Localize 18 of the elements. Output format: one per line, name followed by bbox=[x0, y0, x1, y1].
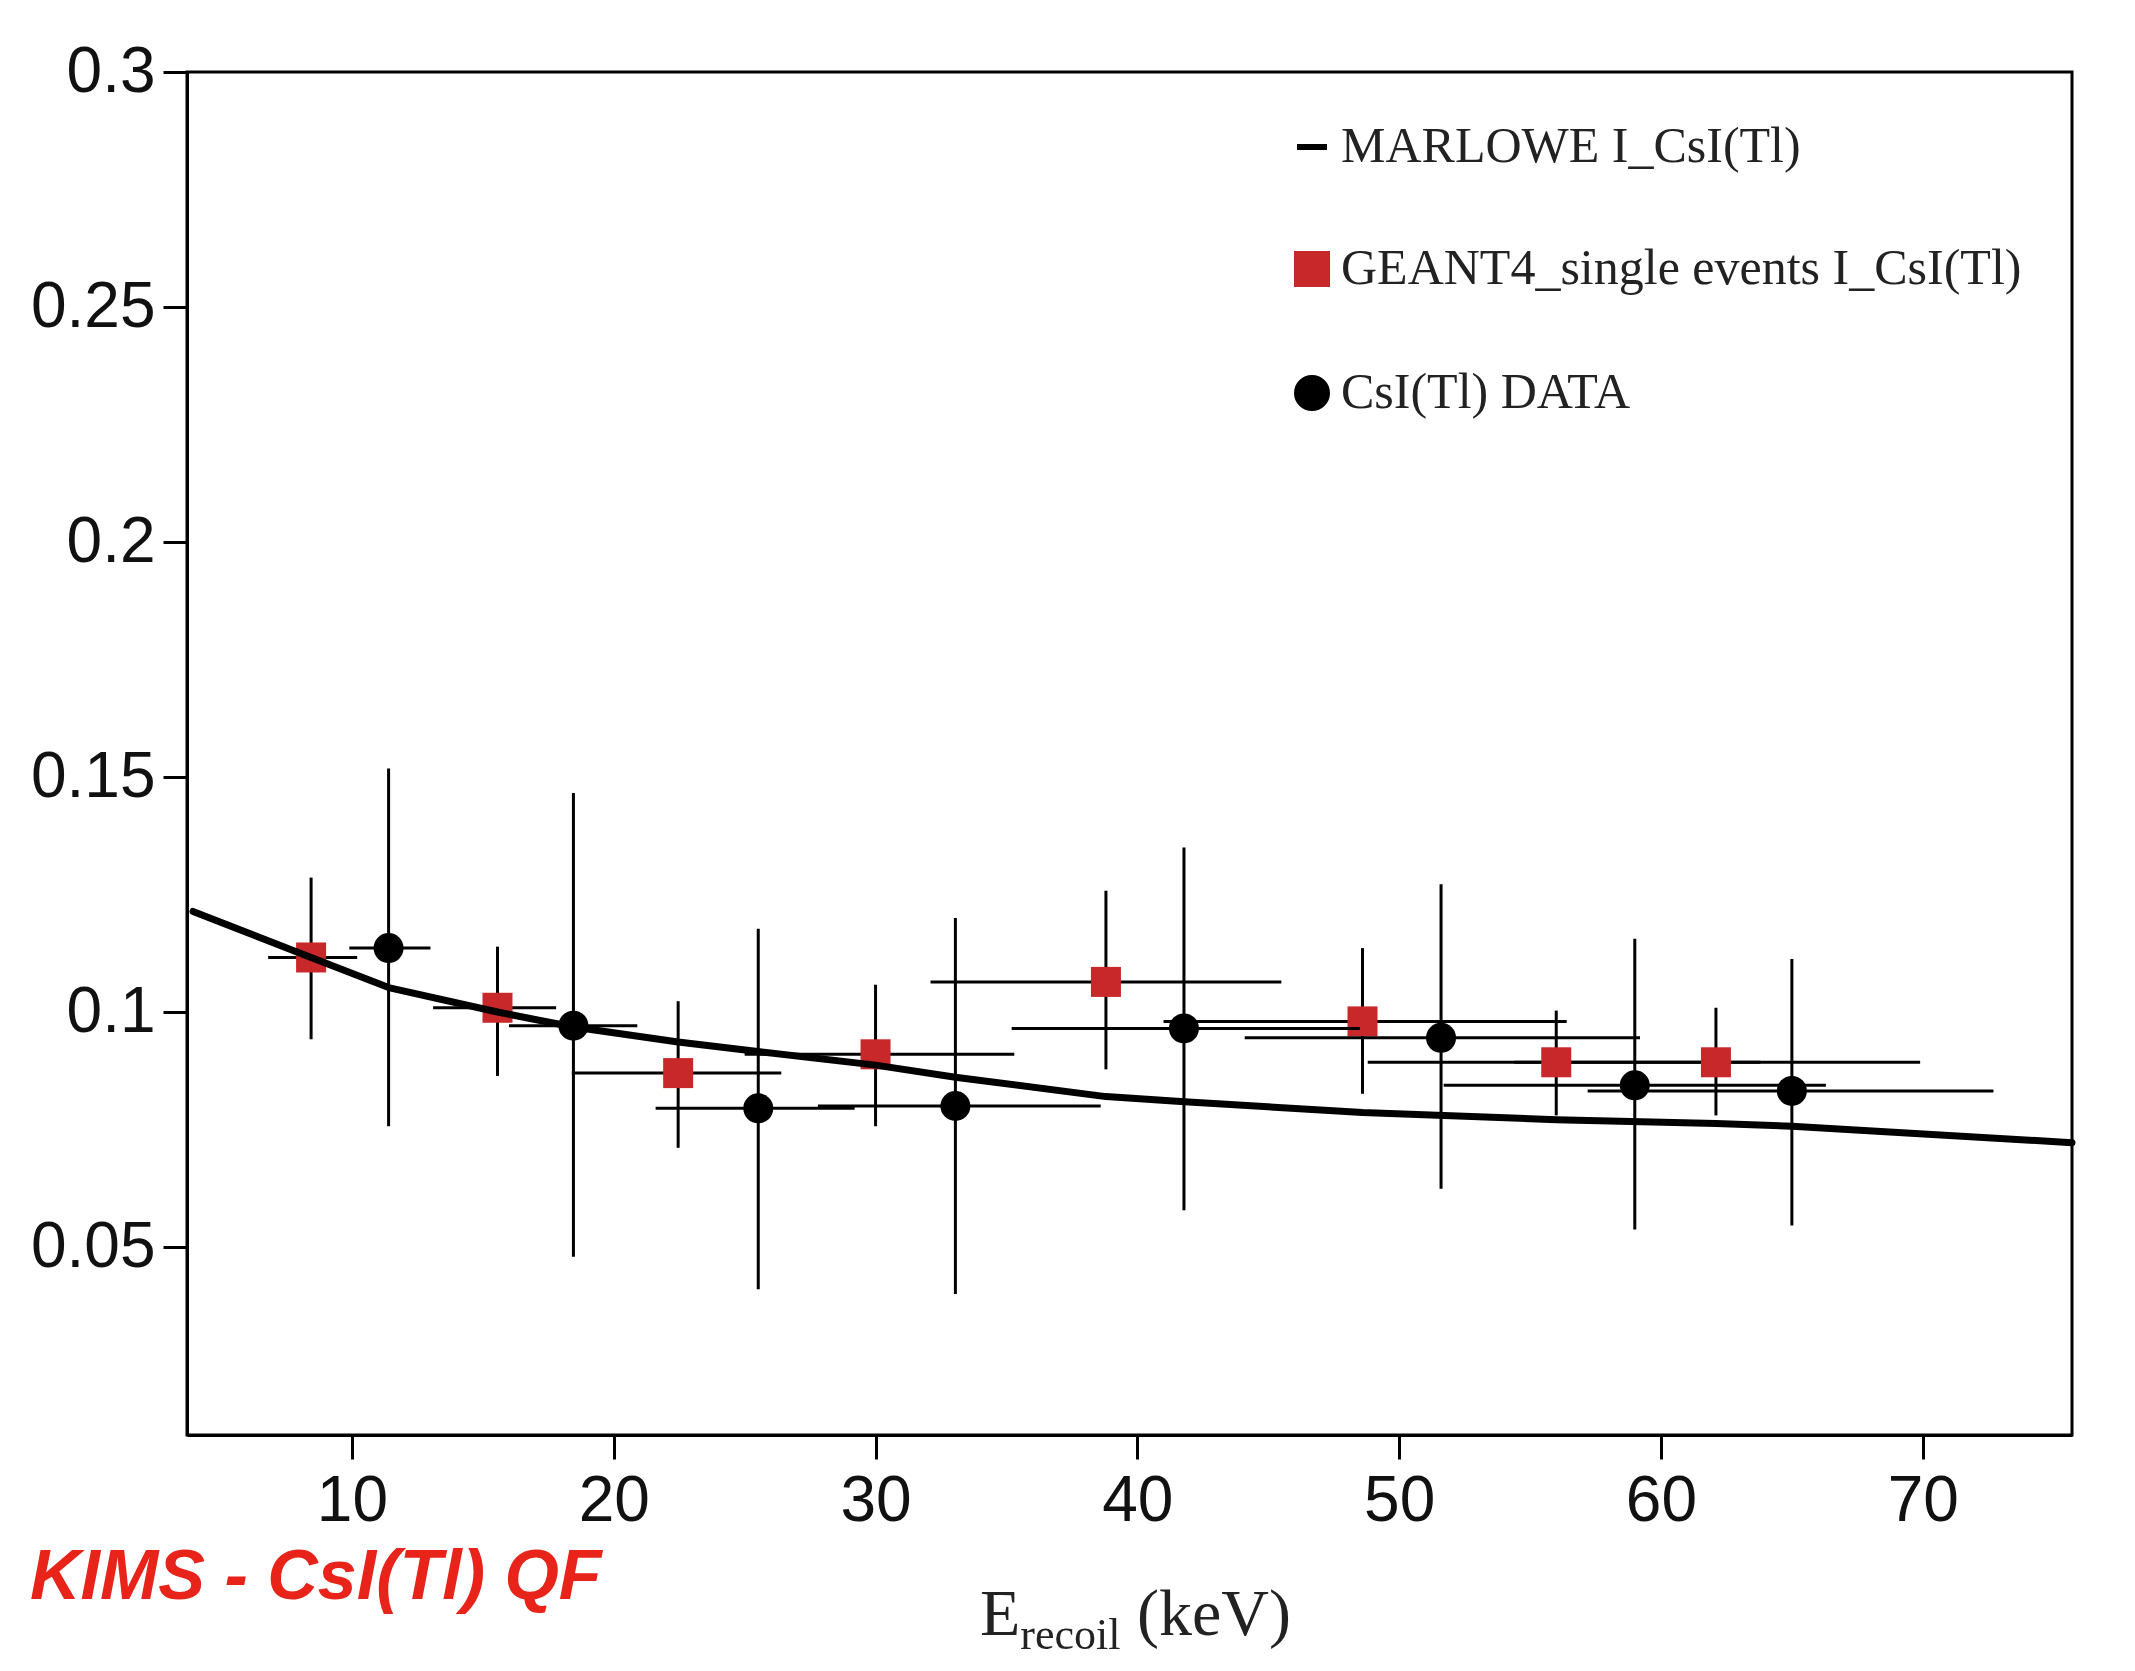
x-tick-label: 10 bbox=[316, 1462, 389, 1535]
y-tick-label: 0.3 bbox=[66, 33, 156, 106]
x-axis-title: E$_{recoil}$ (keV) bbox=[980, 1575, 1291, 1661]
x-tick-label: 40 bbox=[1102, 1462, 1174, 1535]
x-tick-label: 30 bbox=[840, 1462, 912, 1535]
legend-label: GEANT4_single events I_CsI(Tl) bbox=[1341, 239, 2022, 295]
y-tick-label: 0.25 bbox=[30, 268, 156, 341]
legend-label: CsI(Tl) DATA bbox=[1341, 363, 1631, 419]
x-tick-label: 50 bbox=[1364, 1462, 1436, 1535]
y-tick-label: 0.2 bbox=[66, 503, 156, 576]
x-tick-label: 20 bbox=[578, 1462, 650, 1535]
y-tick-label: 0.1 bbox=[66, 973, 156, 1046]
x-tick-label: 60 bbox=[1625, 1462, 1698, 1535]
x-tick-label: 70 bbox=[1887, 1462, 1959, 1535]
y-tick-label: 0.15 bbox=[30, 738, 156, 811]
legend-label: MARLOWE I_CsI(Tl) bbox=[1341, 117, 1801, 173]
text: KIMS - CsI(Tl) QF bbox=[30, 1535, 602, 1615]
y-tick-label: 0.05 bbox=[30, 1208, 156, 1281]
